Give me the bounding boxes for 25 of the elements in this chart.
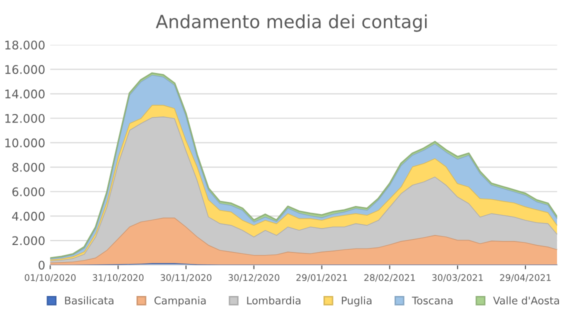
x-tick-label: 29/04/2021 [500,274,551,282]
x-tick-label: 30/03/2021 [432,274,483,282]
y-tick-label: 2.000 [12,236,45,246]
y-tick-label: 14.000 [5,90,45,98]
legend-label: Puglia [342,296,372,306]
x-tick-label: 30/12/2020 [228,274,280,282]
legend-label: Campania [154,296,206,306]
legend-label: Valle d'Aosta [493,296,559,304]
y-tick-label: 16.000 [5,65,45,74]
y-tick-label: 12.000 [5,114,45,123]
y-tick-label: 6.000 [12,187,45,196]
y-tick-label: 18.000 [5,40,45,50]
y-tick-label: 0 [38,260,45,270]
chart-title: Andamento media dei contagi [156,14,427,32]
legend-label: Toscana [412,296,452,304]
y-tick-label: 4.000 [12,212,45,221]
x-tick-label: 31/10/2020 [92,274,144,282]
y-tick-label: 8.000 [12,162,45,172]
x-tick-label: 28/02/2021 [364,274,415,282]
legend-label: Lombardia [247,296,300,304]
x-tick-label: 30/11/2020 [160,274,212,282]
x-tick-label: 01/10/2020 [24,274,76,282]
x-tick-label: 29/01/2021 [296,274,347,282]
y-tick-label: 10.000 [5,138,45,148]
legend-label: Basilicata [65,296,114,304]
